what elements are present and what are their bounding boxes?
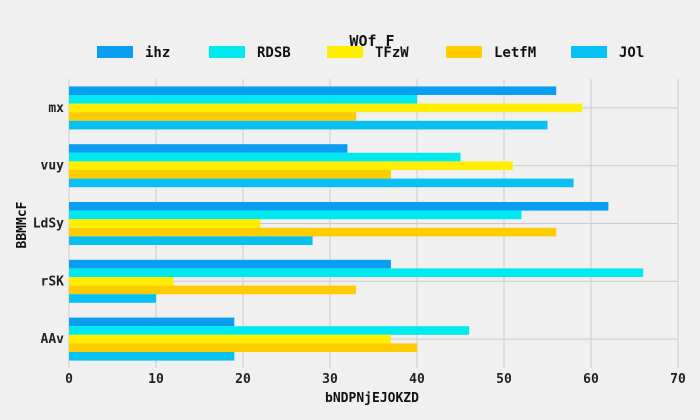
x-tick-label: 70 (670, 372, 686, 387)
legend-label-TFzW: TFzW (375, 45, 409, 61)
bar-ihz-LdSy (69, 202, 609, 211)
bars (69, 86, 644, 361)
bar-TFzW-vuy (69, 161, 513, 170)
bar-ihz-AAv (69, 317, 235, 327)
bar-TFzW-AAv (69, 334, 391, 344)
x-tick-label: 40 (409, 372, 425, 387)
x-tick-label: 10 (148, 372, 164, 387)
legend-label-LetfM: LetfM (494, 45, 536, 61)
x-axis-ticks: 0 10 20 30 40 50 60 70 (65, 372, 686, 387)
bar-LetfM-rSK (69, 285, 357, 295)
bar-LetfM-LdSy (69, 227, 557, 237)
x-tick-label: 30 (322, 372, 338, 387)
bar-ihz-vuy (69, 144, 348, 153)
y-tick-label: rSK (41, 274, 65, 289)
y-tick-label: mx (48, 101, 64, 116)
bar-LetfM-AAv (69, 343, 417, 352)
legend-label-RDSB: RDSB (257, 45, 291, 61)
bar-ihz-rSK (69, 259, 391, 269)
bar-RDSB-rSK (69, 268, 644, 277)
bar-TFzW-LdSy (69, 219, 261, 228)
legend-swatch-LetfM (446, 46, 482, 58)
x-tick-label: 0 (65, 372, 73, 387)
bar-JOl-rSK (69, 294, 156, 303)
bar-LetfM-vuy (69, 170, 391, 179)
bar-LetfM-mx (69, 112, 357, 121)
legend-swatch-ihz (97, 46, 133, 58)
legend-label-JOl: JOl (619, 45, 644, 61)
legend-swatch-RDSB (209, 46, 245, 58)
bar-TFzW-rSK (69, 277, 174, 286)
bar-TFzW-mx (69, 103, 583, 113)
y-axis-label: BBMMcF (15, 201, 30, 248)
y-axis-ticks: mx vuy LdSy rSK AAv (33, 101, 64, 347)
bar-JOl-AAv (69, 352, 235, 361)
y-tick-label: vuy (41, 159, 65, 174)
bar-RDSB-AAv (69, 326, 470, 335)
x-tick-label: 50 (496, 372, 512, 387)
legend-swatch-TFzW (327, 46, 363, 58)
y-tick-label: AAv (41, 332, 65, 347)
legend-swatch-JOl (571, 46, 607, 58)
x-tick-label: 60 (583, 372, 599, 387)
bar-ihz-mx (69, 86, 557, 95)
chart-title: WOf F (349, 32, 394, 50)
bar-RDSB-mx (69, 95, 417, 104)
legend: ihz RDSB TFzW LetfM JOl (97, 45, 644, 61)
x-axis-label: bNDPNjEJOKZD (325, 391, 419, 406)
bar-JOl-mx (69, 120, 548, 130)
x-tick-label: 20 (235, 372, 251, 387)
y-tick-label: LdSy (33, 217, 64, 232)
legend-label-ihz: ihz (145, 45, 170, 61)
bar-RDSB-LdSy (69, 210, 522, 220)
bar-JOl-vuy (69, 178, 574, 188)
bar-JOl-LdSy (69, 236, 313, 245)
bar-RDSB-vuy (69, 152, 461, 162)
